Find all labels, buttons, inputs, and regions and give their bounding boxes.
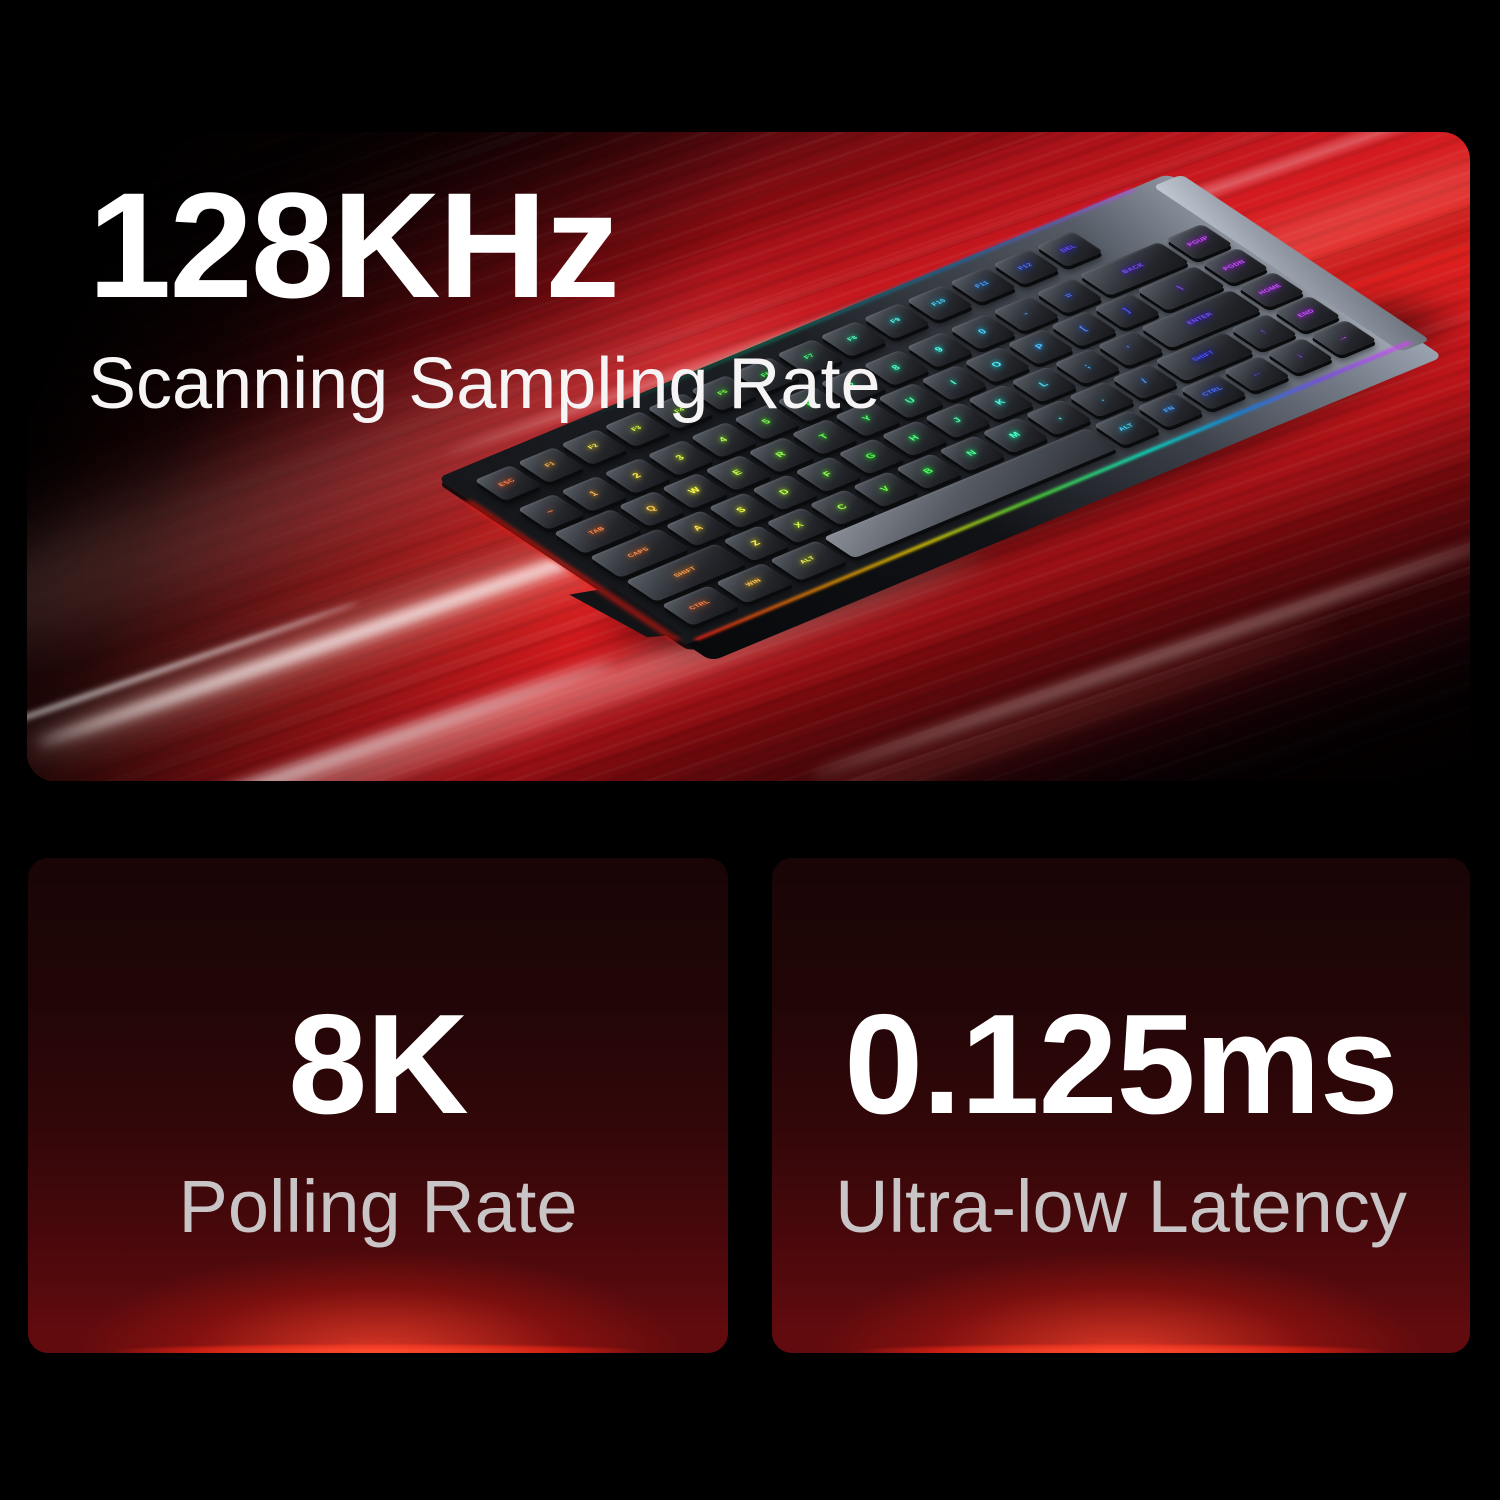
key-legend: ALT [797, 555, 817, 565]
key-legend: D [775, 487, 792, 497]
hero-card: ESC F1 F2 F3 F4 F5 F6 F7 F8 F9 F10 F11 F12 DEL ~1 2 3 4 5 6… [27, 132, 1470, 781]
key-legend: CAPS [625, 546, 651, 559]
key-legend: I [947, 378, 960, 386]
key-legend: DEL [1058, 243, 1079, 254]
key-legend: F11 [972, 279, 991, 289]
key-legend: P [1031, 341, 1048, 351]
stat-value: 8K [288, 984, 469, 1144]
key-legend: E [729, 467, 745, 477]
key-legend: V [876, 484, 893, 493]
key-legend: ENTER [1184, 311, 1215, 326]
key-legend: FN [1161, 405, 1177, 413]
key-legend: F9 [888, 316, 903, 324]
key-legend: 0 [974, 326, 990, 336]
key-legend: F [819, 469, 835, 478]
key-legend: [ [1076, 324, 1089, 332]
key-legend: F1 [542, 460, 558, 468]
key-legend: PGDN [1220, 258, 1247, 272]
key-legend: , [1051, 412, 1064, 421]
key-legend: ↓ [1291, 351, 1306, 360]
key-legend: ] [1119, 306, 1133, 314]
stat-label: Ultra-low Latency [835, 1164, 1407, 1248]
key-legend: W [684, 485, 704, 495]
key-legend: \ [1173, 283, 1186, 292]
key-legend: L [1035, 379, 1051, 388]
key-legend: TAB [586, 525, 607, 536]
key-legend: / [1137, 376, 1150, 385]
key-legend: 1 [585, 488, 601, 498]
key-legend: → [1332, 332, 1352, 343]
key-legend: CTRL [1199, 385, 1225, 397]
key-legend: ; [1080, 361, 1093, 370]
stats-row: 8K Polling Rate 0.125ms Ultra-low Latenc… [0, 858, 1500, 1353]
key-legend: O [987, 359, 1005, 369]
key-legend: J [949, 415, 964, 424]
key-legend: Z [747, 538, 763, 547]
panel-bottom-glow [28, 1243, 728, 1353]
key-legend: F2 [585, 442, 601, 450]
key-legend: Q [642, 503, 660, 513]
key-legend: S [732, 505, 749, 514]
key-legend: ESC [496, 477, 517, 488]
key-legend: R [772, 449, 789, 459]
key-legend: BACK [1120, 261, 1147, 275]
stat-panel-polling-rate: 8K Polling Rate [28, 858, 728, 1353]
key-legend: U [901, 395, 918, 405]
key-legend: M [1005, 429, 1023, 440]
key-legend: A [689, 523, 706, 533]
key-legend: C [833, 502, 850, 512]
key-legend: F10 [929, 297, 948, 307]
key-legend: SHIFT [671, 565, 699, 579]
key-legend: T [815, 431, 832, 441]
key-legend: WIN [743, 577, 764, 588]
hero-subtitle: Scanning Sampling Rate [88, 344, 881, 424]
key-legend: B [919, 466, 936, 476]
key-legend: ~ [542, 506, 558, 516]
stat-label: Polling Rate [178, 1164, 578, 1248]
key-legend: F12 [1015, 261, 1035, 271]
key-legend: 9 [931, 344, 946, 354]
key-legend: 2 [629, 470, 644, 480]
hero-title: 128KHz [88, 161, 620, 329]
key-legend: H [905, 433, 922, 443]
key-legend: 4 [715, 434, 730, 444]
key-legend: SHIFT [1190, 349, 1217, 363]
panel-bottom-glow [772, 1243, 1470, 1353]
key-legend: K [991, 397, 1008, 407]
key-legend: ' [1123, 344, 1136, 352]
stat-value: 0.125ms [844, 984, 1399, 1144]
hero-text-block: 128KHz Scanning Sampling Rate [88, 155, 881, 426]
key-legend: ↑ [1255, 327, 1270, 336]
key-legend: CTRL [686, 598, 712, 611]
key-legend: 3 [672, 452, 687, 462]
key-legend: ← [1246, 368, 1265, 379]
key-legend: END [1295, 307, 1317, 319]
key-legend: ALT [1116, 422, 1136, 432]
key-legend: HOME [1256, 282, 1284, 296]
key-legend: 8 [888, 362, 903, 372]
key-legend: . [1094, 394, 1107, 403]
key-legend: = [1060, 290, 1076, 300]
stat-panel-latency: 0.125ms Ultra-low Latency [772, 858, 1470, 1353]
key-legend: X [790, 520, 807, 529]
key-legend: - [1018, 309, 1032, 317]
key-legend: N [963, 448, 980, 458]
key-legend: PGUP [1185, 234, 1211, 248]
key-legend: G [861, 450, 879, 461]
